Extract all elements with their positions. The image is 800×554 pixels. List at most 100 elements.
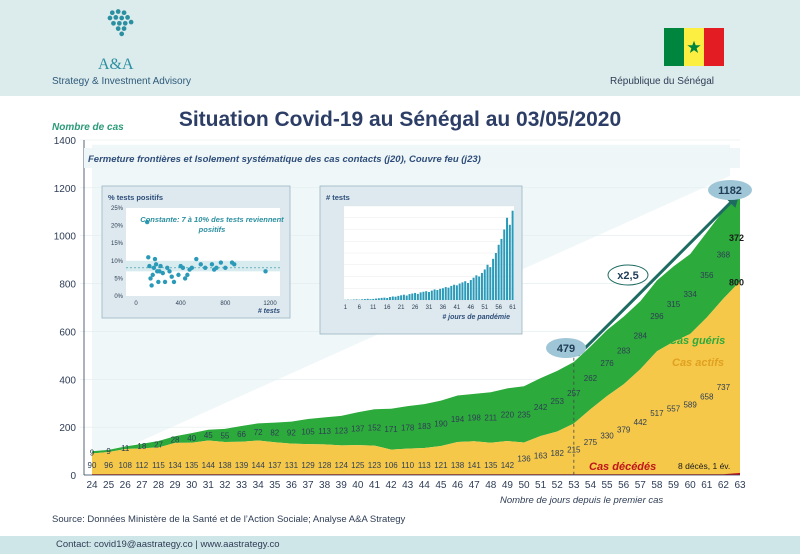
x-tick-label: 27 [136,480,148,491]
positivity-point [152,256,158,262]
tests-bar [455,285,458,300]
total-end-bubble [708,180,752,200]
recovered-value-label: 171 [384,425,398,434]
positivity-point [149,283,154,288]
x-tick-label: 57 [635,480,647,491]
tests-bar [363,299,366,300]
x-tick-label: 28 [153,480,165,491]
x-tick-label: 61 [701,480,713,491]
tests-bar [458,283,461,300]
recovered-value-label: 211 [484,413,497,422]
tests-bar [450,285,453,300]
y-tick-label: 1400 [54,136,77,147]
tests-bar [400,295,403,300]
recovered-value-label: 113 [318,427,331,436]
x-tick-label: 40 [352,480,364,491]
x-tick-label: 52 [552,480,564,491]
tests-bar [439,288,442,300]
active-value-label: 517 [650,409,664,418]
x-tick-label: 60 [685,480,697,491]
recovered-value-label: 368 [717,251,731,260]
recovered-value-label: 123 [335,427,349,436]
tests-y-label: # tests [326,193,350,202]
positivity-band [126,260,280,272]
recovered-value-label: 18 [137,442,146,451]
total-start-bubble [546,338,586,358]
tests-bar [497,244,500,300]
active-value-label: 106 [384,461,398,470]
active-value-label: 142 [501,461,515,470]
recovered-value-label: 194 [451,415,465,424]
x-tick-label: 58 [651,480,663,491]
active-value-label: 182 [551,449,565,458]
tests-bar [428,292,430,300]
active-value-label: 275 [584,438,598,447]
recovered-value-label: 27 [154,440,163,449]
active-area [92,281,740,475]
recovered-value-label: 334 [683,290,697,299]
positivity-x-tick: 1200 [263,301,277,307]
x-tick-label: 47 [469,480,481,491]
active-value-label: 112 [135,461,148,470]
tests-bar [377,298,380,300]
recovered-value-label: 253 [551,397,565,406]
active-value-label: 135 [185,461,199,470]
active-value-label: 379 [617,426,631,435]
africa-logo-icon [107,9,134,37]
tests-bar [436,290,439,300]
active-value-label: 113 [418,461,431,470]
active-value-label: 128 [318,461,332,470]
recovered-value-label: 178 [401,423,415,432]
recovered-value-label: 284 [634,331,648,340]
positivity-point [223,265,228,271]
recovered-value-label: 92 [287,429,296,438]
tests-bar [375,298,378,300]
active-end-label: 800 [729,277,744,287]
tests-bar [441,288,444,300]
active-value-label: 125 [351,461,365,470]
tests-bar [383,297,386,300]
source-note: Source: Données Ministère de la Santé et… [52,514,406,525]
positivity-annotation-line2: positifs [198,225,226,234]
tests-bar [430,290,433,300]
recovered-value-label: 152 [368,423,382,432]
active-value-label: 141 [467,461,481,470]
positivity-x-label: # tests [258,308,280,315]
recovered-value-label: 183 [418,422,432,431]
tests-bar [414,292,417,300]
x-tick-label: 43 [402,480,414,491]
active-value-label: 90 [88,461,97,470]
tests-bar [486,264,489,300]
tests-bar [511,210,514,300]
tests-x-tick: 26 [412,305,419,311]
positivity-point [218,260,224,265]
positivity-point [158,263,163,269]
x-tick-label: 48 [485,480,497,491]
positivity-y-tick: 5% [114,276,123,282]
positivity-point [232,262,237,267]
positivity-point [148,276,153,281]
active-value-label: 123 [368,461,382,470]
x-tick-label: 31 [203,480,215,491]
x-tick-label: 46 [452,480,464,491]
tests-bar [361,299,364,300]
y-tick-label: 1200 [54,184,77,195]
active-value-label: 108 [119,461,133,470]
active-value-label: 737 [717,383,731,392]
active-value-label: 129 [301,461,315,470]
active-value-label: 136 [517,455,531,464]
positivity-point [167,269,172,274]
active-value-label: 121 [434,461,448,470]
x-tick-label: 55 [602,480,614,491]
tests-bar [394,296,397,300]
tests-bar [433,289,436,300]
main-y-axis-label: Nombre de cas [52,122,124,133]
active-value-label: 110 [401,461,414,470]
active-series-label: Cas actifs [672,357,724,369]
positivity-x-tick: 0 [134,301,138,307]
positivity-point [185,272,190,278]
positivity-point [153,262,159,267]
x-tick-label: 32 [219,480,231,491]
recovered-value-label: 55 [220,431,229,440]
tests-bar [372,298,375,300]
